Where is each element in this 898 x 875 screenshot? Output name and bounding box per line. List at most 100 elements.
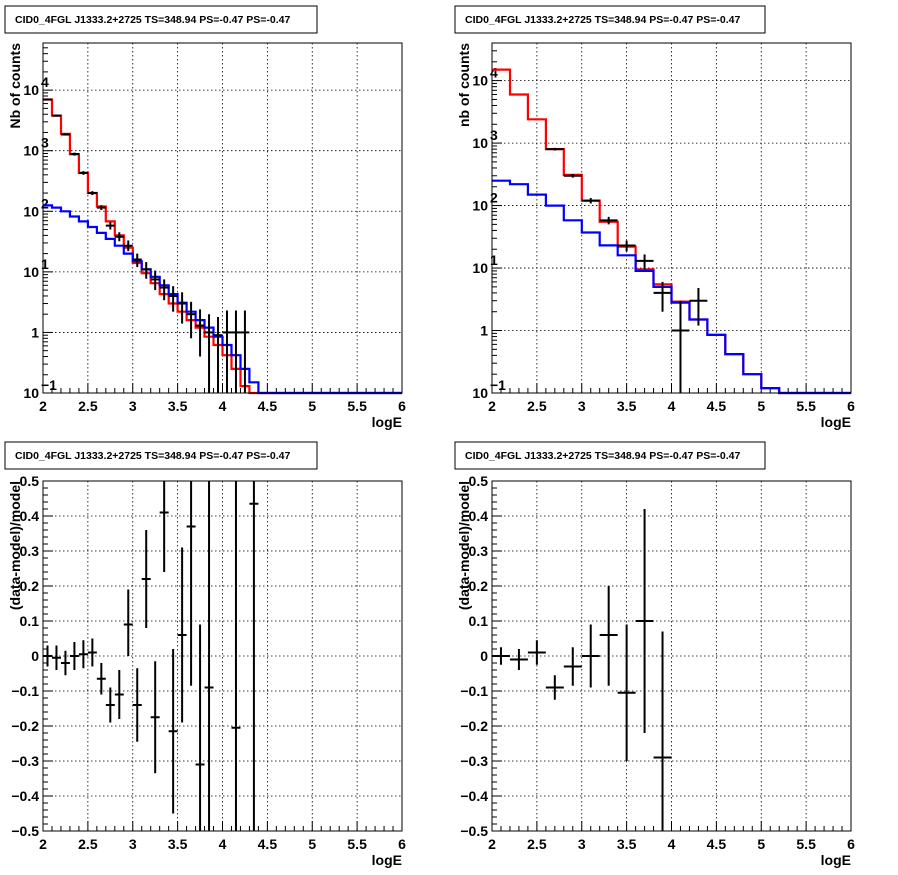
data-point — [141, 262, 151, 279]
x-tick-label: 5 — [757, 398, 765, 414]
data-point — [635, 254, 654, 270]
data-points — [545, 147, 708, 393]
y-tick-label: 0.3 — [469, 543, 489, 559]
y-axis-ticks: −0.5 −0.4 −0.3 −0.2 −0.1 0 0.1 0.2 0.3 0.4 0.5 — [11, 473, 53, 839]
y-tick-label: −0.5 — [460, 823, 488, 839]
x-tick-label: 4.5 — [258, 836, 278, 852]
data-point — [159, 481, 169, 572]
y-tick-label: 10 — [23, 82, 39, 98]
data-points — [43, 98, 250, 393]
data-point — [60, 650, 70, 676]
y-tick-label: 10 — [23, 264, 39, 280]
y-tick-label: 0 — [31, 648, 39, 664]
data-point — [78, 171, 88, 175]
data-point — [105, 222, 115, 230]
data-point — [204, 314, 214, 393]
y-tick-exponent: 2 — [41, 195, 49, 211]
data-point — [114, 232, 124, 242]
y-tick-exponent: 3 — [41, 135, 49, 151]
y-tick-label: −0.1 — [460, 683, 488, 699]
data-point — [545, 147, 564, 151]
x-tick-label: 6 — [847, 398, 855, 414]
data-point — [87, 638, 97, 667]
data-point — [527, 640, 546, 665]
y-tick-label: 10 — [23, 203, 39, 219]
x-tick-label: 2 — [39, 836, 47, 852]
plot-frame — [42, 42, 403, 394]
title-box — [454, 441, 766, 470]
data-point — [150, 661, 160, 774]
data-point — [249, 481, 259, 831]
data-points — [492, 509, 672, 831]
data-point — [123, 589, 133, 656]
data-point — [635, 509, 654, 733]
x-tick-label: 3.5 — [617, 836, 637, 852]
grid-lines — [43, 481, 402, 831]
data-point — [132, 253, 142, 268]
x-axis-label: logE — [821, 852, 851, 868]
data-point — [563, 647, 582, 686]
y-tick-exponent: 3 — [490, 127, 498, 143]
data-point — [60, 133, 70, 136]
y-tick-label: 0.5 — [469, 473, 489, 489]
x-tick-label: 5 — [757, 836, 765, 852]
y-axis-label: nb of counts — [456, 43, 472, 127]
data-point — [545, 675, 564, 700]
panel-4: CID0_4FGL J1333.2+2725 TS=348.94 PS=-0.4… — [454, 441, 855, 868]
data-point — [581, 198, 600, 204]
x-axis-label: logE — [372, 852, 402, 868]
y-tick-label: −0.1 — [11, 683, 39, 699]
y-tick-label: 0.4 — [469, 508, 489, 524]
x-tick-label: 4.5 — [258, 398, 278, 414]
x-tick-label: 2 — [488, 836, 496, 852]
x-tick-label: 4 — [219, 836, 227, 852]
y-axis-label: (data-model)/model — [7, 481, 23, 610]
y-tick-label: −0.3 — [460, 753, 488, 769]
x-tick-label: 5.5 — [796, 398, 816, 414]
data-point — [43, 98, 52, 101]
data-point — [195, 309, 205, 357]
y-tick-label: 10 — [472, 260, 488, 276]
histogram-component-model — [492, 179, 851, 395]
y-tick-label: −0.2 — [460, 718, 488, 734]
data-point — [96, 205, 106, 210]
x-tick-label: 2.5 — [527, 398, 547, 414]
data-point — [177, 547, 187, 723]
panel-1: CID0_4FGL J1333.2+2725 TS=348.94 PS=-0.4… — [4, 5, 406, 430]
y-tick-exponent: 1 — [490, 252, 498, 268]
data-point — [204, 481, 214, 831]
y-tick-label: 10 — [23, 385, 39, 401]
x-tick-label: 5.5 — [347, 836, 367, 852]
data-point — [105, 687, 115, 723]
data-point — [599, 586, 618, 686]
y-tick-label: 0.1 — [20, 613, 40, 629]
x-tick-label: 4.5 — [707, 836, 727, 852]
data-point — [168, 649, 178, 814]
x-tick-label: 4 — [668, 836, 676, 852]
title-box — [4, 441, 318, 470]
plot-title: CID0_4FGL J1333.2+2725 TS=348.94 PS=-0.4… — [465, 450, 740, 462]
panel-2: CID0_4FGL J1333.2+2725 TS=348.94 PS=-0.4… — [454, 5, 855, 430]
x-tick-label: 5.5 — [347, 398, 367, 414]
data-point — [78, 640, 88, 669]
x-tick-label: 3 — [578, 398, 586, 414]
data-point — [213, 316, 223, 393]
plot-frame — [491, 480, 852, 832]
y-tick-label: −0.4 — [460, 788, 488, 804]
y-tick-label: −0.5 — [11, 823, 39, 839]
data-point — [114, 670, 124, 719]
data-point — [231, 481, 241, 831]
y-tick-exponent: 2 — [490, 190, 498, 206]
data-point — [653, 281, 672, 312]
data-point — [563, 174, 582, 178]
y-tick-exponent: 1 — [41, 256, 49, 272]
x-axis-label: logE — [821, 414, 851, 430]
y-tick-label: 1 — [31, 324, 39, 340]
y-tick-label: 10 — [472, 135, 488, 151]
title-box — [454, 5, 766, 34]
data-point — [43, 645, 52, 667]
data-point — [689, 287, 708, 326]
data-point — [69, 152, 79, 156]
x-tick-label: 5 — [308, 836, 316, 852]
